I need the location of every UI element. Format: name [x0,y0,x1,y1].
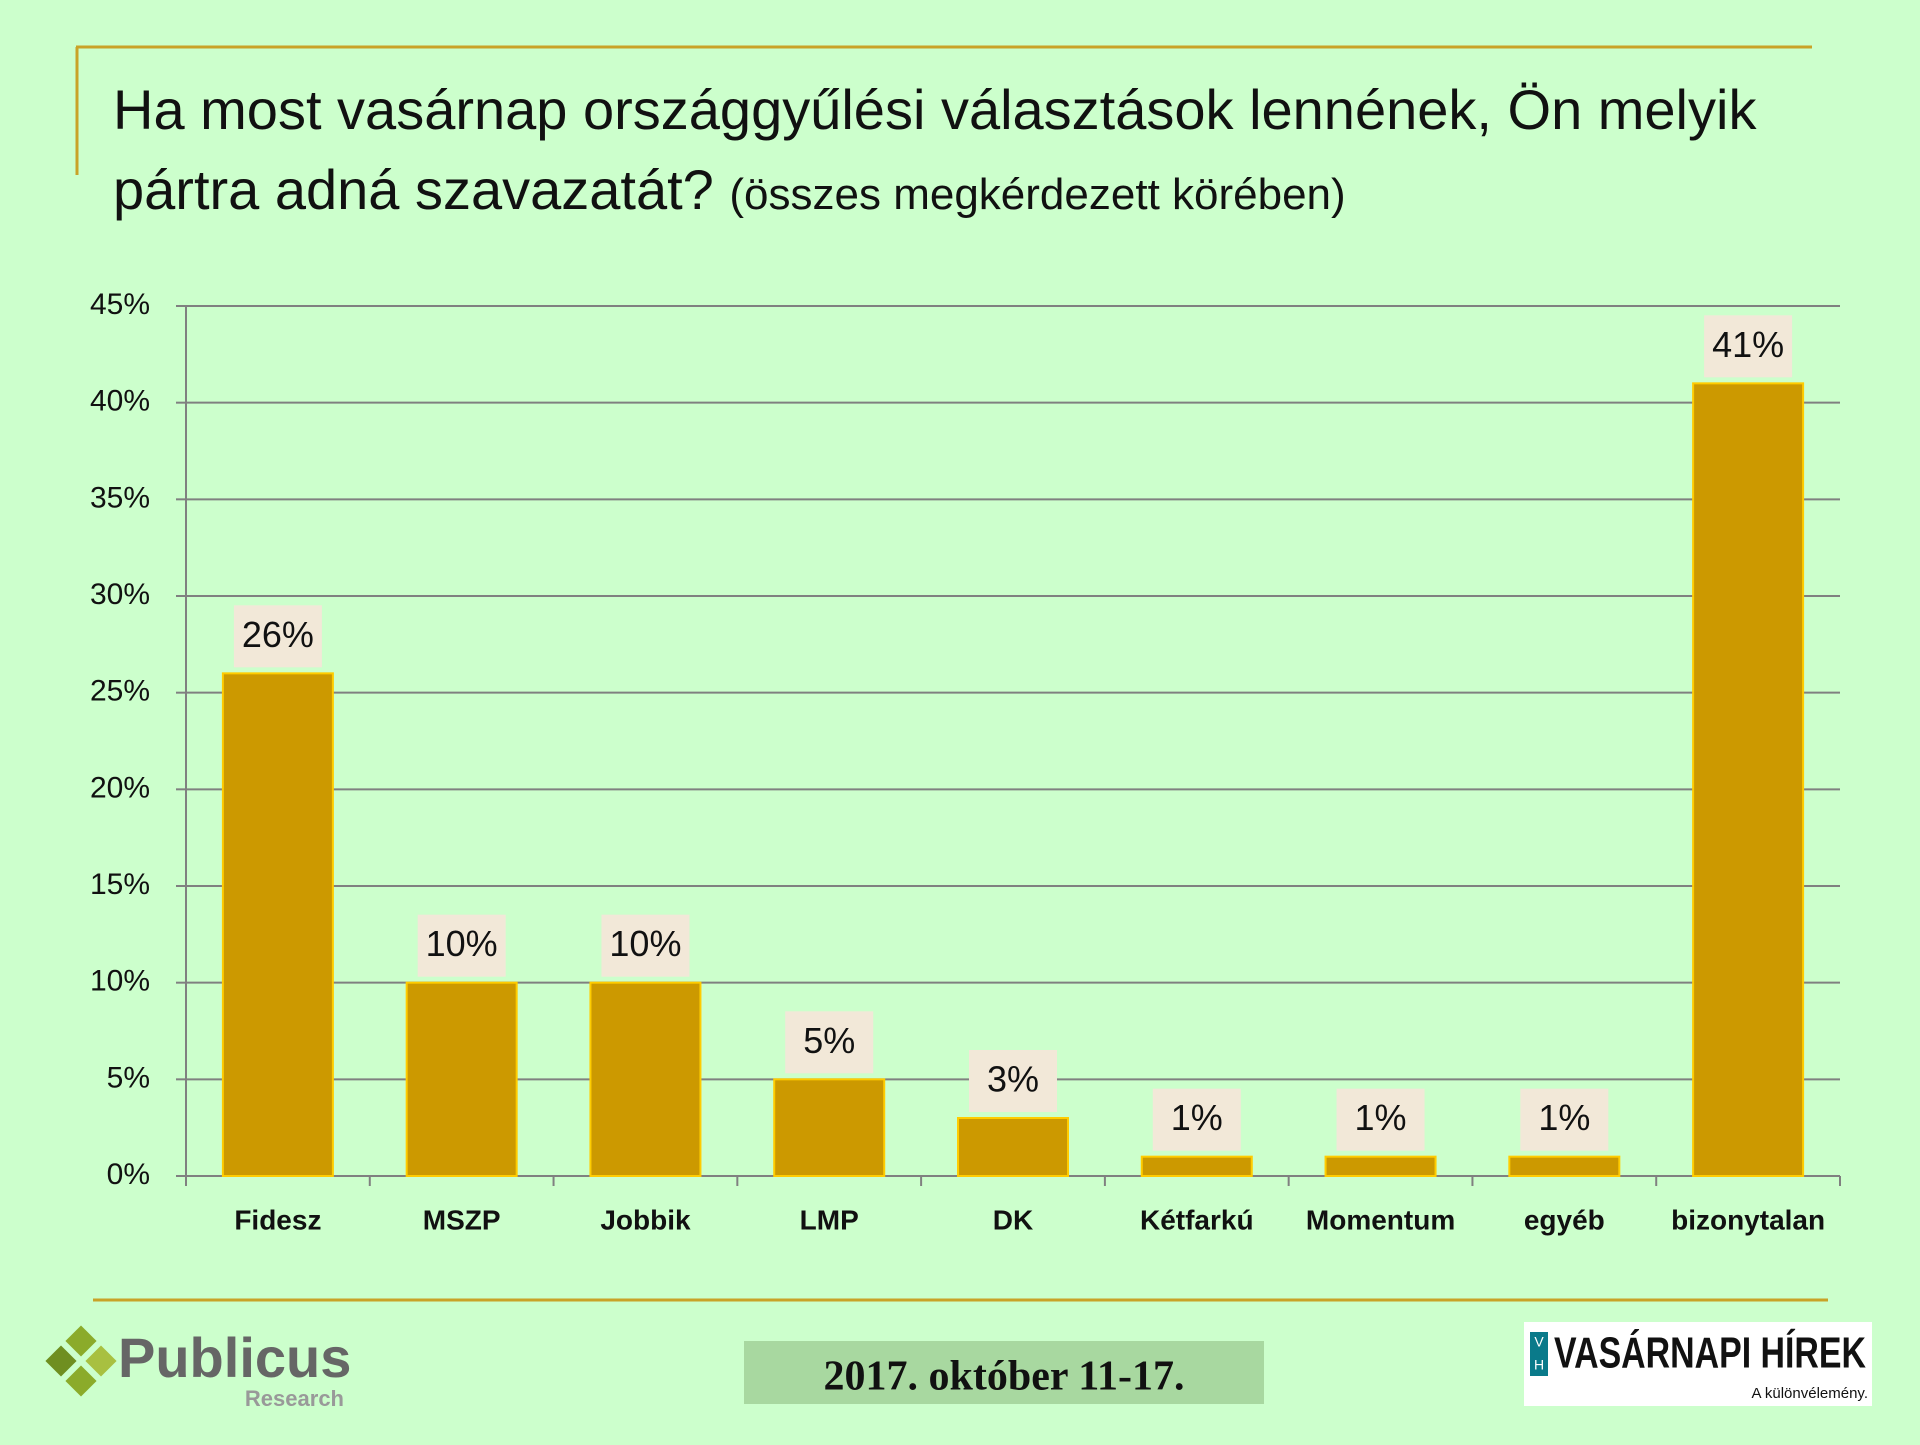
x-tick-label: Jobbik [600,1204,691,1235]
logo-name: Publicus [118,1326,351,1389]
logo-mark-bottom: H [1534,1357,1544,1373]
bar [773,1078,886,1178]
value-label: 1% [1171,1097,1223,1138]
value-label-bg [601,914,690,977]
logo-sub: Research [245,1386,344,1411]
logo-diamond [85,1345,117,1377]
bar [1324,1155,1437,1177]
bar [589,981,702,1178]
value-label: 5% [803,1020,855,1061]
bar [1508,1155,1621,1177]
bar [405,981,518,1178]
logo-mark [1530,1332,1548,1376]
value-label-bg [233,605,322,668]
value-label: 26% [242,614,314,655]
value-label: 3% [987,1059,1039,1100]
logo-diamond [45,1345,77,1377]
x-tick-label: Kétfarkú [1140,1204,1254,1235]
x-tick-label: LMP [800,1204,859,1235]
logo-diamond [65,1325,97,1357]
value-label: 1% [1355,1097,1407,1138]
publicus-logo: Publicus Research [45,1325,351,1411]
value-label-bg [1336,1088,1425,1151]
value-label: 10% [609,923,681,964]
bar [1140,1155,1253,1177]
logo-tagline: A különvélemény. [1752,1385,1868,1402]
y-tick-label: 5% [107,1061,150,1094]
value-label-bg [969,1050,1057,1112]
bar [221,672,334,1177]
title-text: Ha most vasárnap országgyűlési választás… [113,78,1757,221]
y-tick-label: 25% [90,675,150,708]
logo-name: VASÁRNAPI HÍREK [1554,1328,1866,1378]
y-tick-label: 35% [90,481,150,514]
date: 2017. október 11-17. [824,1354,1185,1400]
y-tick-label: 10% [90,965,150,998]
y-tick-label: 30% [90,578,150,611]
logo-bg [1524,1322,1872,1406]
value-label-bg [1520,1088,1609,1151]
bar [1692,382,1805,1178]
value-label: 41% [1712,324,1784,365]
logo-mark-top: V [1534,1334,1544,1350]
y-tick-label: 20% [90,771,150,804]
y-tick-label: 45% [90,288,150,321]
value-label-bg [785,1011,874,1074]
date-box [744,1341,1264,1404]
x-tick-label: MSZP [423,1204,501,1235]
logo-diamond [65,1365,97,1397]
x-tick-label: bizonytalan [1671,1204,1825,1235]
value-label-bg [1704,315,1793,378]
y-tick-label: 0% [107,1158,150,1191]
value-label-bg [417,914,506,977]
x-tick-label: egyéb [1524,1204,1605,1235]
x-tick-label: DK [993,1204,1033,1235]
x-tick-label: Momentum [1306,1204,1455,1235]
vh-logo: V H VASÁRNAPI HÍREK A különvélemény. [1524,1322,1872,1406]
value-label-bg [1152,1088,1241,1151]
y-tick-label: 40% [90,385,150,418]
value-label: 1% [1538,1097,1590,1138]
y-tick-label: 15% [90,868,150,901]
value-label: 10% [426,923,498,964]
x-tick-label: Fidesz [234,1204,321,1235]
subtitle: (összes megkérdezett körében) [729,170,1346,219]
chart-title: Ha most vasárnap országgyűlési választás… [113,70,1773,235]
bar [957,1117,1069,1177]
